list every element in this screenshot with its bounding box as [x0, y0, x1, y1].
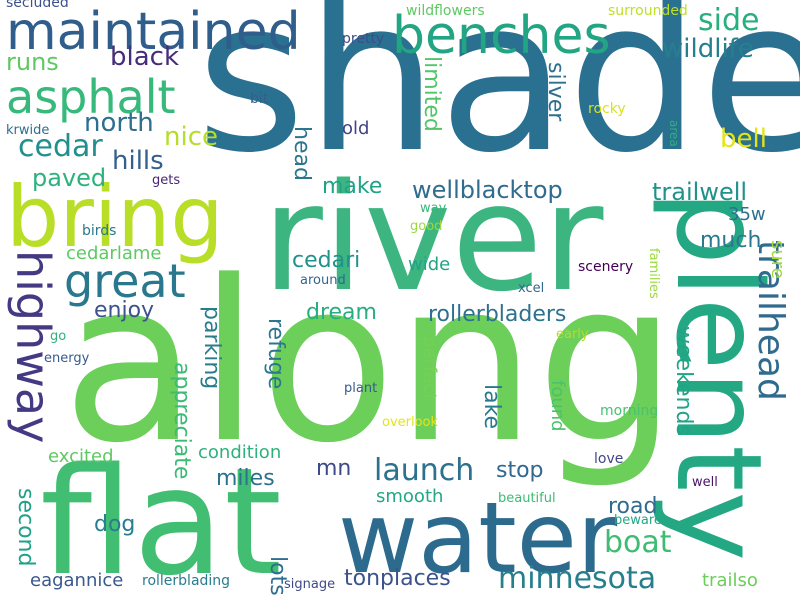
word-nice: nice	[164, 122, 218, 152]
word-flat: flat	[40, 436, 282, 600]
word-road: road	[608, 494, 658, 519]
word-shade: shade	[196, 0, 800, 199]
word-asphalt: asphalt	[6, 70, 176, 124]
word-dream: dream	[306, 300, 377, 325]
word-head: head	[289, 126, 314, 181]
word-highway: highway	[6, 250, 60, 444]
word-along: along	[62, 234, 678, 492]
word-found: found	[547, 380, 568, 432]
word-sure: sure	[767, 240, 788, 279]
word-tonplaces: tonplaces	[344, 566, 451, 591]
word-silver: silver	[543, 62, 568, 122]
word-secluded: secluded	[6, 0, 69, 11]
word-beware: beware	[614, 513, 662, 528]
word-runs: runs	[6, 48, 59, 76]
word-cedari: cedari	[292, 248, 361, 273]
word-krwide: krwide	[6, 123, 50, 138]
word-perfect: perfect	[419, 336, 440, 401]
word-trailwell: trailwell	[652, 178, 748, 206]
word-around: around	[300, 273, 346, 288]
word-wellblacktop: wellblacktop	[412, 176, 563, 204]
word-side: side	[698, 3, 760, 38]
word-go: go	[50, 329, 67, 344]
word-river: river	[262, 152, 604, 324]
word-well: well	[692, 475, 718, 490]
word-bit: bit	[250, 91, 269, 107]
word-good: good	[410, 219, 443, 234]
word-enjoy: enjoy	[94, 298, 155, 323]
word-north: north	[84, 108, 154, 138]
word-boat: boat	[604, 525, 672, 560]
word-energy: energy	[44, 351, 90, 366]
word-black: black	[110, 42, 180, 72]
word-area: area	[667, 120, 681, 147]
word-birds: birds	[82, 223, 117, 239]
word-refuge: refuge	[263, 318, 288, 390]
word-appreciate: appreciate	[169, 362, 194, 480]
word-way: way	[420, 201, 447, 216]
word-love: love	[594, 451, 624, 467]
word-hills: hills	[112, 146, 164, 176]
word-early: early	[556, 327, 589, 342]
word-cedar: cedar	[18, 129, 103, 164]
word-wide: wide	[408, 254, 451, 275]
word-plant: plant	[344, 381, 378, 396]
word-paved: paved	[32, 164, 107, 192]
word-weekends: weekends	[671, 326, 696, 436]
word-great: great	[64, 254, 186, 308]
word-rollerbladers: rollerbladers	[428, 302, 567, 327]
word-parking: parking	[199, 306, 224, 390]
word-beautiful: beautiful	[498, 491, 556, 506]
word-old: old	[342, 118, 370, 139]
word-launch: launch	[374, 453, 475, 488]
word-excited: excited	[48, 446, 114, 467]
word-much: much	[700, 228, 762, 253]
word-xcel: xcel	[518, 281, 545, 296]
word-wildlife: wildlife	[662, 34, 754, 64]
word-overlook: overlook	[382, 415, 439, 430]
word-cedarlame: cedarlame	[66, 243, 162, 264]
word-35w: 35w	[728, 204, 766, 225]
word-gets: gets	[152, 173, 181, 188]
word-families: families	[646, 248, 661, 299]
word-signage: signage	[284, 577, 336, 592]
word-bring: bring	[6, 168, 224, 266]
word-minnesota: minnesota	[498, 561, 657, 596]
word-smooth: smooth	[376, 486, 444, 507]
word-condition: condition	[198, 442, 282, 463]
word-eagannice: eagannice	[30, 570, 124, 591]
word-lake: lake	[479, 384, 504, 430]
word-rocky: rocky	[588, 101, 626, 117]
word-stop: stop	[496, 458, 544, 483]
word-rollerblading: rollerblading	[142, 573, 231, 589]
word-maintained: maintained	[6, 2, 301, 62]
word-pretty: pretty	[342, 31, 385, 47]
word-trailso: trailso	[702, 570, 758, 591]
word-limited: limited	[419, 56, 444, 132]
word-morning: morning	[600, 403, 659, 419]
word-benches: benches	[392, 6, 611, 66]
word-scenery: scenery	[578, 259, 634, 275]
word-dog: dog	[94, 512, 136, 537]
word-mn: mn	[316, 456, 352, 481]
word-water: water	[338, 482, 618, 596]
word-second: second	[13, 488, 38, 567]
word-make: make	[322, 174, 383, 199]
word-miles: miles	[216, 466, 275, 491]
word-surrounded: surrounded	[608, 3, 688, 19]
word-bell: bell	[720, 124, 767, 154]
word-wildflowers: wildflowers	[406, 3, 485, 19]
